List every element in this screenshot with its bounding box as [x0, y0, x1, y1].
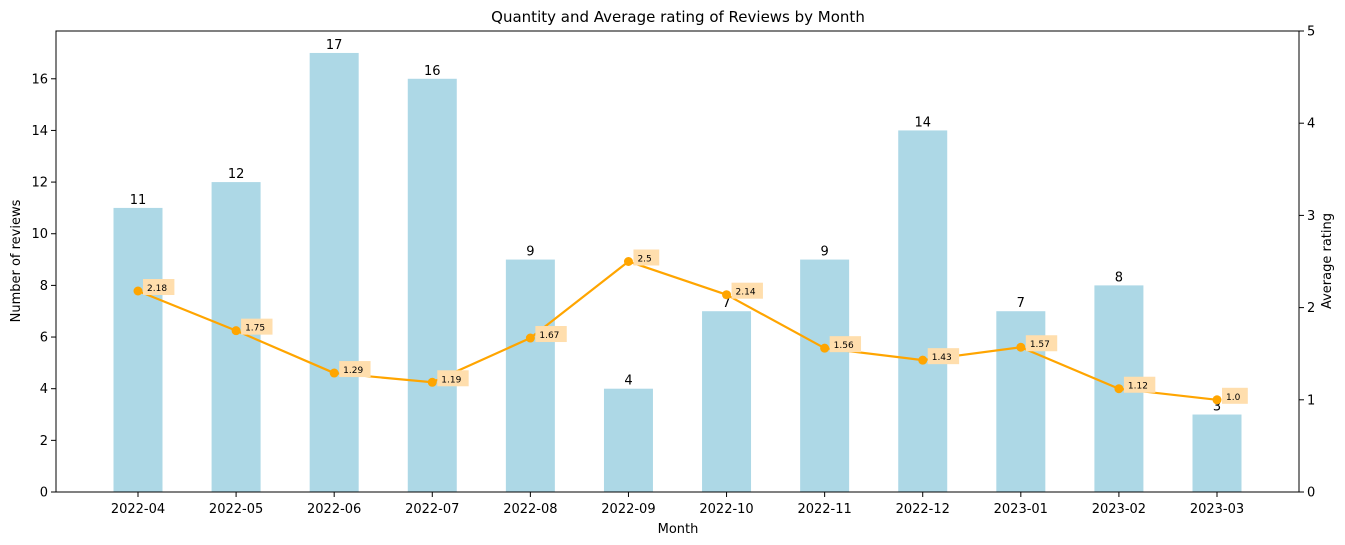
- bar-value-label: 12: [228, 167, 245, 182]
- rating-point: [231, 326, 241, 336]
- rating-label-box: [1025, 335, 1058, 352]
- rating-label-box: [633, 249, 660, 266]
- y-axis-title: Number of reviews: [9, 199, 24, 322]
- x-tick-label: 2022-04: [111, 502, 165, 517]
- rating-label-box: [241, 318, 273, 335]
- bar-value-label: 17: [326, 38, 343, 53]
- rating-label: 1.0: [1226, 393, 1241, 403]
- rating-label: 1.57: [1030, 340, 1050, 350]
- rating-label: 1.43: [932, 353, 952, 363]
- y2-tick-label: 2: [1307, 301, 1315, 316]
- x-tick-label: 2023-03: [1190, 502, 1244, 517]
- y-tick-label: 10: [31, 227, 48, 242]
- y-tick-label: 4: [40, 382, 48, 397]
- bar-value-label: 8: [1115, 270, 1123, 285]
- rating-label-box: [731, 282, 763, 299]
- y2-axis-title: Average rating: [1320, 213, 1335, 309]
- bar-value-label: 16: [424, 64, 441, 79]
- y2-tick-label: 1: [1307, 393, 1315, 408]
- x-tick-label: 2022-09: [601, 502, 655, 517]
- bar-value-label: 14: [914, 115, 931, 130]
- x-tick-label: 2022-12: [896, 502, 950, 517]
- bar-value-label: 7: [1017, 296, 1025, 311]
- rating-line: [137, 260, 1218, 401]
- rating-point: [1016, 342, 1026, 352]
- y2-tick-label: 3: [1307, 209, 1315, 224]
- rating-point: [329, 368, 339, 378]
- rating-label: 1.67: [539, 331, 559, 341]
- y2-tick-label: 4: [1307, 117, 1315, 132]
- rating-label-box: [535, 326, 567, 343]
- line-layer: 2.18 1.75 1.29 1.19 1.67 2.5 2.14 1.56 1.43 1.57 1…: [133, 249, 1248, 405]
- bar-2022-04: [113, 207, 163, 492]
- rating-point: [133, 286, 143, 296]
- chart-title: Quantity and Average rating of Reviews b…: [491, 8, 865, 26]
- y-tick-label: 14: [31, 124, 48, 139]
- rating-label-box: [1222, 387, 1248, 404]
- y2-tick-label: 5: [1307, 25, 1315, 40]
- bar-2022-08: [505, 259, 555, 492]
- x-tick-label: 2022-07: [405, 502, 459, 517]
- bars-layer: 11 12 17 16 9 4 7 9 14 7 8 3: [113, 38, 1242, 492]
- bar-2022-07: [407, 78, 457, 492]
- bar-2023-03: [1192, 414, 1242, 492]
- bar-2022-09: [603, 388, 653, 492]
- x-tick-label: 2023-01: [994, 502, 1048, 517]
- rating-label: 1.19: [441, 375, 461, 385]
- bar-value-label: 9: [526, 245, 534, 260]
- x-tick-label: 2022-10: [699, 502, 753, 517]
- x-axis-title: Month: [658, 522, 699, 537]
- rating-label: 2.5: [637, 255, 651, 265]
- y-tick-label: 2: [40, 434, 48, 449]
- rating-point: [427, 377, 437, 387]
- rating-point: [918, 355, 928, 365]
- rating-label: 1.29: [343, 366, 363, 376]
- bar-2022-11: [800, 259, 850, 492]
- x-tick-label: 2022-06: [307, 502, 361, 517]
- bar-2022-12: [898, 130, 948, 492]
- rating-label-box: [927, 348, 960, 365]
- y-tick-label: 6: [40, 331, 48, 346]
- rating-label-box: [1123, 376, 1156, 393]
- rating-label-box: [829, 336, 862, 353]
- rating-point: [1212, 395, 1222, 405]
- rating-point: [820, 343, 830, 353]
- rating-label: 1.12: [1128, 382, 1148, 392]
- bar-value-label: 4: [624, 374, 632, 389]
- y-tick-label: 8: [40, 279, 48, 294]
- rating-label: 2.14: [736, 288, 756, 298]
- bar-2022-06: [309, 52, 359, 492]
- bar-2022-10: [702, 311, 752, 492]
- x-tick-label: 2022-11: [797, 502, 851, 517]
- bar-value-label: 3: [1213, 400, 1221, 415]
- plot-frame: [55, 30, 1300, 493]
- y-tick-label: 16: [31, 72, 48, 87]
- rating-label: 1.75: [245, 324, 265, 334]
- rating-point: [623, 257, 633, 266]
- bar-value-label: 7: [722, 296, 730, 311]
- x-tick-label: 2022-08: [503, 502, 557, 517]
- bar-value-label: 11: [130, 193, 147, 208]
- y2-tick-label: 0: [1307, 486, 1315, 501]
- bar-value-label: 9: [820, 245, 828, 260]
- y-tick-label: 12: [31, 176, 48, 191]
- x-tick-label: 2022-05: [209, 502, 263, 517]
- rating-label: 2.18: [147, 284, 167, 294]
- rating-point: [525, 333, 535, 343]
- rating-label: 1.56: [834, 341, 854, 351]
- rating-label-box: [143, 279, 175, 296]
- rating-point: [722, 290, 732, 300]
- rating-label-box: [437, 370, 469, 387]
- x-tick-label: 2023-02: [1092, 502, 1146, 517]
- rating-point: [1114, 384, 1124, 394]
- rating-label-box: [339, 361, 371, 378]
- y-tick-label: 0: [40, 486, 48, 501]
